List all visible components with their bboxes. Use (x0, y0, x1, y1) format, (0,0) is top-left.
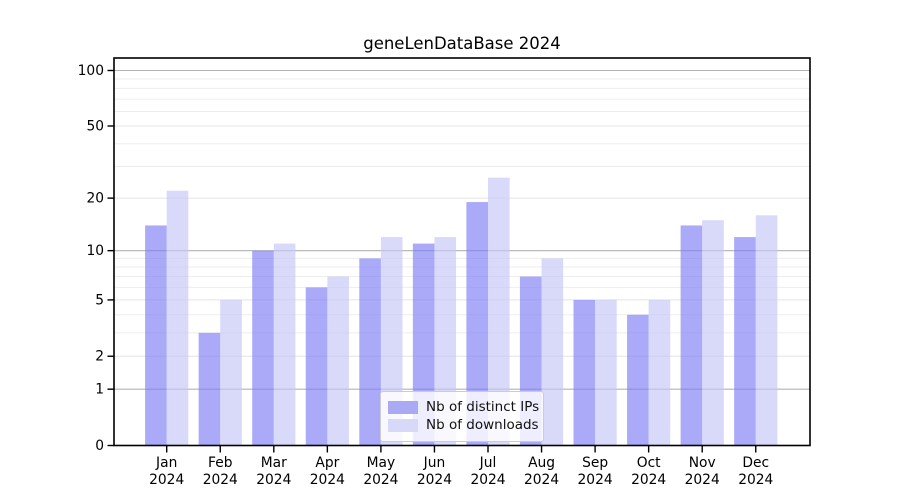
bar-mar-downloads (273, 243, 296, 446)
bar-aug-downloads (541, 258, 564, 446)
y-tick-label: 50 (86, 119, 104, 135)
bar-sep-distinct-ips (573, 299, 596, 446)
bar-oct-distinct-ips (627, 314, 649, 446)
x-tick-label: Dec 2024 (738, 455, 773, 488)
y-tick-label: 5 (95, 292, 104, 308)
legend-swatch-distinct-ips (388, 400, 418, 414)
legend-item-downloads: Nb of downloads (388, 417, 539, 433)
bar-apr-downloads (327, 276, 349, 446)
y-tick-label: 0 (95, 438, 104, 454)
bar-oct-downloads (648, 299, 671, 446)
bar-nov-downloads (702, 220, 724, 446)
bar-dec-distinct-ips (734, 237, 756, 446)
x-tick-label: Sep 2024 (578, 455, 613, 488)
bar-jul-downloads (488, 177, 510, 446)
bar-feb-distinct-ips (198, 332, 221, 446)
legend-swatch-downloads (388, 418, 418, 432)
y-tick-label: 1 (95, 382, 104, 398)
x-tick-label: May 2024 (363, 455, 398, 488)
y-tick-label: 2 (95, 349, 104, 365)
bar-may-distinct-ips (359, 258, 381, 446)
x-tick-label: Oct 2024 (631, 455, 666, 488)
legend-label-downloads: Nb of downloads (426, 417, 539, 433)
bar-dec-downloads (755, 215, 778, 446)
bar-jan-downloads (166, 190, 189, 446)
legend: Nb of distinct IPs Nb of downloads (380, 391, 544, 442)
x-tick-label: Mar 2024 (256, 455, 291, 488)
bar-sep-downloads (595, 299, 617, 446)
y-tick-label: 20 (86, 191, 104, 207)
x-tick-label: Aug 2024 (524, 455, 559, 488)
bar-jan-distinct-ips (145, 225, 167, 446)
x-tick-label: Jan 2024 (149, 455, 184, 488)
x-tick-label: Jun 2024 (417, 455, 452, 488)
bar-jul-distinct-ips (466, 202, 488, 446)
bar-apr-distinct-ips (305, 287, 328, 446)
x-tick-label: Nov 2024 (685, 455, 720, 488)
bar-nov-distinct-ips (680, 225, 703, 446)
chart-title: geneLenDataBase 2024 (363, 34, 561, 53)
y-tick-label: 100 (78, 63, 104, 79)
x-tick-label: Feb 2024 (203, 455, 238, 488)
legend-item-distinct-ips: Nb of distinct IPs (388, 399, 540, 415)
x-tick-label: Jul 2024 (470, 455, 505, 488)
legend-label-distinct-ips: Nb of distinct IPs (426, 399, 540, 415)
plot-border (113, 57, 811, 447)
x-tick-label: Apr 2024 (310, 455, 345, 488)
bar-feb-downloads (220, 299, 242, 446)
y-tick-label: 10 (86, 243, 104, 259)
bar-mar-distinct-ips (252, 250, 274, 446)
